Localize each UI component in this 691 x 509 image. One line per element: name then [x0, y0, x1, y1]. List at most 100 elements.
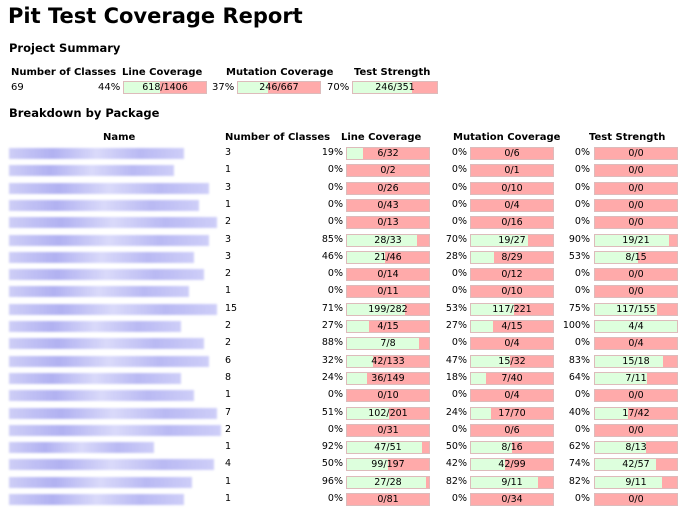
package-name-redacted[interactable]	[9, 234, 209, 246]
mut-coverage-bar: 0/6	[470, 147, 554, 160]
line-coverage-percent: 0%	[327, 389, 343, 401]
str-coverage-bar: 0/0	[594, 164, 678, 178]
package-name-redacted[interactable]	[9, 303, 217, 315]
str-coverage-text: 0/0	[628, 165, 644, 177]
mut-coverage-percent: 0%	[451, 216, 467, 228]
mut-coverage-fill	[471, 459, 506, 471]
mut-coverage-percent: 50%	[445, 441, 467, 453]
mut-coverage-percent: 27%	[445, 320, 467, 331]
package-name-redacted[interactable]	[9, 355, 209, 367]
line-coverage-percent: 0%	[327, 216, 343, 228]
mut-coverage-text: 0/4	[504, 338, 520, 350]
str-coverage-percent: 0%	[574, 423, 590, 435]
line-coverage-text: 0/2	[380, 165, 396, 177]
package-name-redacted[interactable]	[9, 459, 214, 471]
str-coverage-bar: 0/0	[594, 423, 678, 437]
line-coverage-percent: 88%	[321, 337, 343, 349]
line-coverage-text: 36/149	[371, 372, 405, 384]
mut-coverage-percent: 0%	[451, 493, 467, 504]
line-coverage-text: 0/81	[377, 494, 399, 505]
str-coverage-text: 19/21	[622, 234, 650, 246]
mut-coverage-percent: 70%	[445, 233, 467, 245]
package-name-redacted[interactable]	[9, 372, 181, 384]
line-coverage-text: 7/8	[380, 338, 396, 350]
line-coverage-bar: 0/13	[346, 216, 430, 230]
line-coverage-percent: 46%	[321, 250, 343, 262]
str-coverage-percent: 75%	[568, 302, 590, 314]
package-classes-count: 2	[225, 320, 232, 331]
line-coverage-bar: 0/11	[346, 285, 430, 299]
line-coverage-percent: 0%	[327, 268, 343, 280]
line-coverage-percent: 51%	[321, 406, 343, 418]
package-name-redacted[interactable]	[9, 182, 209, 194]
package-classes-count: 8	[225, 371, 232, 383]
table-row: 8 24% 36/149 18% 7/40 64% 7/11	[0, 370, 691, 388]
package-classes-count: 2	[225, 216, 232, 228]
mut-coverage-text: 0/16	[501, 217, 523, 229]
package-classes-count: 1	[225, 475, 232, 487]
line-coverage-bar: 28/33	[346, 233, 430, 247]
package-name-redacted[interactable]	[9, 338, 204, 350]
line-coverage-text: 0/10	[377, 390, 399, 402]
line-coverage-bar: 7/8	[346, 337, 430, 351]
line-coverage-bar: 99/197	[346, 458, 430, 472]
mut-coverage-percent: 42%	[445, 458, 467, 470]
str-coverage-bar: 4/4	[594, 320, 678, 333]
package-name-redacted[interactable]	[9, 217, 217, 229]
mut-coverage-bar: 0/10	[470, 285, 554, 299]
str-coverage-text: 0/0	[628, 148, 644, 159]
package-classes-count: 15	[225, 302, 238, 314]
table-row: 3 0% 0/26 0% 0/10 0% 0/0	[0, 180, 691, 198]
summary-classes-value: 69	[11, 82, 24, 93]
mut-coverage-fill	[471, 321, 494, 332]
str-coverage-text: 42/57	[622, 459, 650, 471]
line-coverage-text: 0/26	[377, 182, 399, 194]
line-coverage-fill	[347, 372, 367, 384]
line-coverage-percent: 85%	[321, 233, 343, 245]
str-coverage-fill	[595, 321, 677, 332]
mut-coverage-text: 0/1	[504, 165, 520, 177]
package-name-redacted[interactable]	[9, 269, 204, 281]
line-coverage-text: 28/33	[374, 234, 402, 246]
package-name-redacted[interactable]	[9, 199, 199, 211]
package-name-redacted[interactable]	[9, 442, 154, 454]
str-coverage-text: 0/0	[628, 269, 644, 281]
package-name-redacted[interactable]	[9, 494, 184, 505]
line-coverage-bar: 36/149	[346, 371, 430, 385]
mut-coverage-percent: 0%	[451, 198, 467, 210]
str-coverage-percent: 74%	[568, 458, 590, 470]
str-coverage-fill	[595, 459, 656, 471]
summary-classes-header: Number of Classes	[11, 67, 117, 78]
package-classes-count: 3	[225, 250, 232, 262]
str-coverage-bar: 0/0	[594, 147, 678, 160]
package-name-redacted[interactable]	[9, 407, 217, 419]
table-row: 1 0% 0/10 0% 0/4 0% 0/0	[0, 387, 691, 405]
table-row: 6 32% 42/133 47% 15/32 83% 15/18	[0, 353, 691, 371]
package-name-redacted[interactable]	[9, 165, 174, 177]
package-name-redacted[interactable]	[9, 476, 192, 488]
line-coverage-text: 6/32	[377, 148, 399, 159]
package-name-redacted[interactable]	[9, 148, 184, 159]
mut-coverage-bar: 4/15	[470, 320, 554, 333]
str-coverage-percent: 0%	[574, 216, 590, 228]
mut-coverage-bar: 9/11	[470, 475, 554, 489]
mut-coverage-text: 17/70	[498, 407, 526, 419]
str-coverage-percent: 0%	[574, 181, 590, 193]
mut-coverage-text: 8/16	[501, 442, 523, 454]
package-classes-count: 2	[225, 423, 232, 435]
table-row: 2 0% 0/14 0% 0/12 0% 0/0	[0, 266, 691, 284]
str-coverage-bar: 0/0	[594, 285, 678, 299]
package-name-redacted[interactable]	[9, 424, 221, 436]
package-name-redacted[interactable]	[9, 251, 194, 263]
package-name-redacted[interactable]	[9, 286, 189, 298]
line-coverage-text: 102/201	[368, 407, 408, 419]
package-name-redacted[interactable]	[9, 390, 194, 402]
package-name-redacted[interactable]	[9, 321, 181, 332]
str-coverage-bar: 17/42	[594, 406, 678, 420]
package-classes-count: 7	[225, 406, 232, 418]
mut-coverage-text: 0/4	[504, 390, 520, 402]
table-row: 4 50% 99/197 42% 42/99 74% 42/57	[0, 456, 691, 474]
table-row: 2 0% 0/31 0% 0/6 0% 0/0	[0, 422, 691, 440]
package-classes-count: 3	[225, 181, 232, 193]
line-coverage-text: 199/282	[368, 303, 408, 315]
